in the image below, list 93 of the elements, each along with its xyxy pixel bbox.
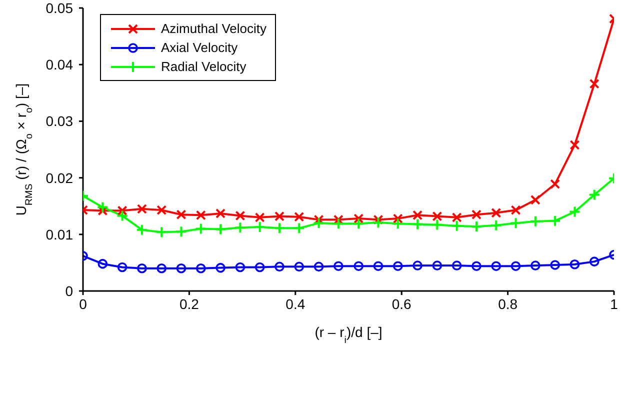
point xyxy=(214,223,227,236)
point xyxy=(432,211,442,222)
point xyxy=(452,212,462,222)
point xyxy=(510,205,521,216)
point xyxy=(194,222,207,235)
point xyxy=(156,226,168,238)
point xyxy=(314,214,324,225)
y-tick-label: 0.01 xyxy=(46,226,74,242)
point xyxy=(254,221,266,234)
point xyxy=(412,210,423,220)
legend-label: Axial Velocity xyxy=(161,40,238,55)
point xyxy=(529,215,542,228)
y-tick-label: 0.04 xyxy=(46,56,74,73)
point xyxy=(274,262,284,272)
point xyxy=(392,214,403,224)
point xyxy=(332,218,344,230)
point xyxy=(137,263,147,274)
x-tick-label: 0.6 xyxy=(392,296,412,312)
legend-label: Radial Velocity xyxy=(161,59,246,74)
point xyxy=(392,218,404,230)
point xyxy=(472,261,482,271)
point xyxy=(235,262,246,272)
point xyxy=(452,260,462,270)
point xyxy=(273,222,286,234)
point xyxy=(549,214,562,227)
point xyxy=(570,260,580,270)
point xyxy=(235,210,246,221)
point xyxy=(354,214,364,224)
point xyxy=(314,262,324,272)
point xyxy=(354,261,364,271)
y-tick-label: 0 xyxy=(65,282,74,299)
point xyxy=(96,201,109,214)
point xyxy=(431,218,444,231)
x-tick-label: 0.8 xyxy=(498,296,518,312)
point xyxy=(196,263,206,274)
point xyxy=(550,179,560,190)
point xyxy=(254,212,265,222)
point xyxy=(570,140,580,150)
point xyxy=(176,210,186,220)
point xyxy=(312,217,325,230)
point xyxy=(98,258,108,269)
point xyxy=(550,260,560,270)
point xyxy=(196,210,206,220)
point xyxy=(352,218,365,230)
point xyxy=(491,261,502,271)
point xyxy=(588,188,600,201)
point xyxy=(412,260,422,270)
point xyxy=(116,210,128,222)
point xyxy=(491,208,502,218)
point xyxy=(216,208,226,218)
point xyxy=(568,206,581,218)
point xyxy=(136,204,147,214)
point xyxy=(254,262,265,272)
point xyxy=(510,217,522,230)
point xyxy=(589,256,600,266)
y-tick-label: 0.05 xyxy=(46,0,74,16)
point xyxy=(432,260,442,270)
point xyxy=(136,224,148,236)
point xyxy=(117,262,128,272)
point xyxy=(156,263,166,274)
point xyxy=(589,78,600,89)
point xyxy=(98,206,108,216)
x-tick-label: 1 xyxy=(610,296,618,312)
point xyxy=(373,261,384,271)
point xyxy=(175,226,188,238)
point xyxy=(234,222,246,234)
point xyxy=(294,262,304,272)
x-tick-label: 0.4 xyxy=(286,296,306,312)
point xyxy=(373,214,384,225)
point xyxy=(490,219,502,232)
point xyxy=(470,220,482,232)
point xyxy=(294,212,304,222)
x-axis-title: (r – r$_{i}$)/d [–] xyxy=(314,324,382,346)
point xyxy=(450,220,463,232)
y-tick-label: 0.02 xyxy=(46,170,74,186)
point xyxy=(530,194,540,205)
point xyxy=(530,260,540,270)
point xyxy=(117,206,128,216)
point xyxy=(372,216,384,229)
point xyxy=(176,263,186,274)
point xyxy=(334,261,344,271)
point xyxy=(471,210,482,220)
point xyxy=(412,218,424,230)
point xyxy=(392,261,403,271)
x-tick-label: 0 xyxy=(79,296,88,312)
point xyxy=(216,262,226,273)
point xyxy=(510,261,521,271)
y-tick-label: 0.03 xyxy=(46,113,74,130)
point xyxy=(293,222,306,234)
point xyxy=(156,205,167,216)
legend-label: Azimuthal Velocity xyxy=(161,21,266,36)
x-tick-label: 0.2 xyxy=(179,296,200,312)
point xyxy=(274,211,284,222)
